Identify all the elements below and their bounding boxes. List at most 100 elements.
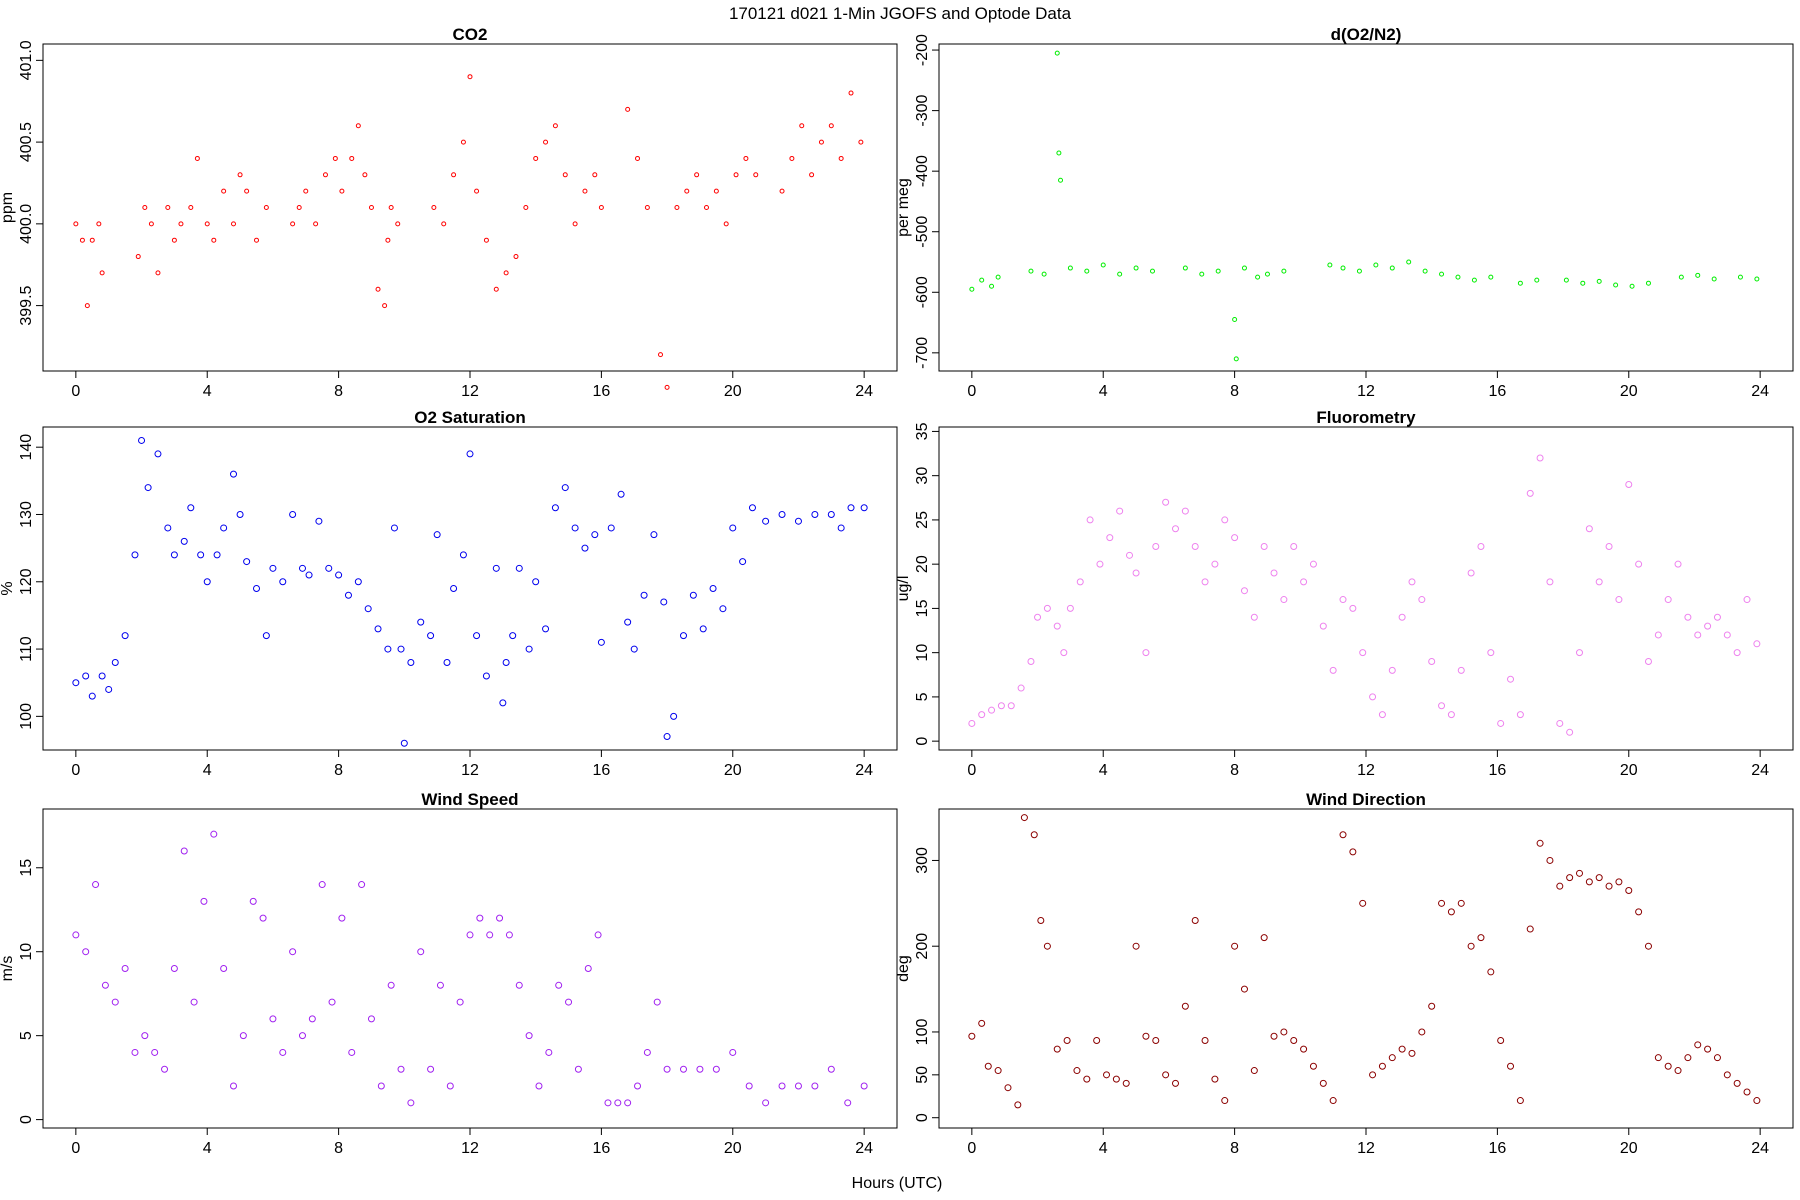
data-point bbox=[1753, 1097, 1761, 1105]
data-point bbox=[1096, 560, 1104, 568]
data-point bbox=[1635, 908, 1643, 916]
data-point bbox=[979, 277, 985, 283]
data-point bbox=[101, 981, 109, 989]
data-point bbox=[1201, 578, 1209, 586]
data-point bbox=[513, 254, 519, 260]
data-point bbox=[1112, 1075, 1120, 1083]
data-point bbox=[1723, 1071, 1731, 1079]
data-point bbox=[88, 692, 96, 700]
data-point bbox=[1037, 916, 1045, 924]
data-point bbox=[344, 591, 352, 599]
data-point bbox=[72, 931, 80, 939]
panel-title: d(O2/N2) bbox=[1331, 25, 1402, 44]
data-point bbox=[1152, 1037, 1160, 1045]
data-point bbox=[492, 564, 500, 572]
data-point bbox=[1546, 856, 1554, 864]
panel-title: O2 Saturation bbox=[414, 408, 525, 427]
x-tick-label: 0 bbox=[967, 762, 976, 779]
data-point bbox=[1290, 542, 1298, 550]
x-tick-label: 20 bbox=[1620, 383, 1638, 400]
data-point bbox=[230, 470, 238, 478]
data-point bbox=[397, 1065, 405, 1073]
data-point bbox=[535, 1082, 543, 1090]
data-point bbox=[253, 585, 260, 592]
data-point bbox=[244, 188, 250, 194]
y-axis-label: ppm bbox=[0, 192, 16, 223]
data-point bbox=[1309, 1062, 1317, 1070]
data-point bbox=[308, 1015, 316, 1023]
data-point bbox=[562, 172, 568, 178]
data-point bbox=[1339, 831, 1347, 839]
data-point bbox=[532, 578, 540, 586]
data-point bbox=[220, 965, 228, 972]
data-point bbox=[1585, 525, 1593, 533]
data-point bbox=[680, 1065, 687, 1073]
x-tick-label: 0 bbox=[967, 1140, 976, 1157]
data-point bbox=[328, 998, 336, 1006]
data-point bbox=[1356, 268, 1362, 274]
data-point bbox=[1369, 1071, 1377, 1079]
data-point bbox=[680, 632, 687, 640]
data-point bbox=[696, 1065, 704, 1073]
x-tick-label: 20 bbox=[724, 762, 742, 779]
data-point bbox=[187, 504, 195, 512]
data-point bbox=[1181, 1002, 1189, 1010]
data-point bbox=[625, 106, 631, 112]
data-point bbox=[374, 625, 382, 633]
data-point bbox=[1133, 265, 1139, 271]
data-point bbox=[433, 531, 441, 539]
data-point bbox=[743, 155, 749, 161]
panel-title: Wind Speed bbox=[421, 790, 518, 809]
data-point bbox=[358, 881, 366, 889]
x-tick-label: 0 bbox=[71, 383, 80, 400]
data-point bbox=[1694, 631, 1702, 639]
data-point bbox=[604, 1099, 612, 1107]
data-point bbox=[417, 948, 425, 956]
x-tick-label: 12 bbox=[1357, 1140, 1375, 1157]
data-point bbox=[279, 1048, 287, 1056]
data-point bbox=[978, 1019, 986, 1027]
data-point bbox=[315, 517, 323, 525]
data-point bbox=[121, 632, 129, 640]
data-point bbox=[1054, 50, 1060, 56]
y-tick-label: -400 bbox=[914, 155, 931, 187]
y-tick-label: 200 bbox=[914, 933, 931, 960]
data-point bbox=[1093, 1037, 1101, 1045]
data-point bbox=[1487, 649, 1495, 657]
data-point bbox=[131, 1048, 139, 1056]
data-point bbox=[1516, 1097, 1524, 1105]
data-point bbox=[674, 205, 680, 210]
y-axis-label: per meg bbox=[895, 178, 912, 237]
data-point bbox=[1116, 507, 1124, 515]
data-point bbox=[838, 155, 844, 161]
data-point bbox=[1615, 878, 1623, 886]
data-point bbox=[1422, 268, 1428, 274]
data-point bbox=[204, 221, 210, 227]
data-point bbox=[572, 221, 578, 227]
data-point bbox=[719, 605, 727, 613]
data-point bbox=[1711, 276, 1717, 282]
data-point bbox=[723, 221, 729, 227]
data-point bbox=[1378, 711, 1386, 719]
data-point bbox=[847, 504, 855, 512]
data-point bbox=[407, 659, 415, 667]
data-point bbox=[474, 188, 480, 194]
x-tick-label: 12 bbox=[461, 762, 479, 779]
y-tick-label: 401.0 bbox=[18, 40, 35, 80]
data-point bbox=[1084, 268, 1090, 274]
panel-fluorometry: Fluorometry 0 4 8 12 16 20 24 0 5 10 15 20 25 30 35 ug/l bbox=[895, 408, 1794, 779]
data-point bbox=[988, 706, 996, 714]
data-point bbox=[525, 1032, 533, 1040]
data-point bbox=[969, 286, 975, 292]
data-point bbox=[269, 1015, 277, 1023]
data-point bbox=[368, 205, 374, 210]
data-point bbox=[1171, 525, 1179, 533]
x-tick-label: 8 bbox=[1230, 762, 1239, 779]
data-point bbox=[1232, 317, 1238, 323]
x-tick-label: 8 bbox=[334, 1140, 343, 1157]
data-point bbox=[1674, 560, 1682, 568]
y-axis-label: ug/l bbox=[895, 576, 912, 602]
data-point bbox=[1477, 542, 1485, 550]
plot-frame bbox=[938, 426, 1794, 751]
